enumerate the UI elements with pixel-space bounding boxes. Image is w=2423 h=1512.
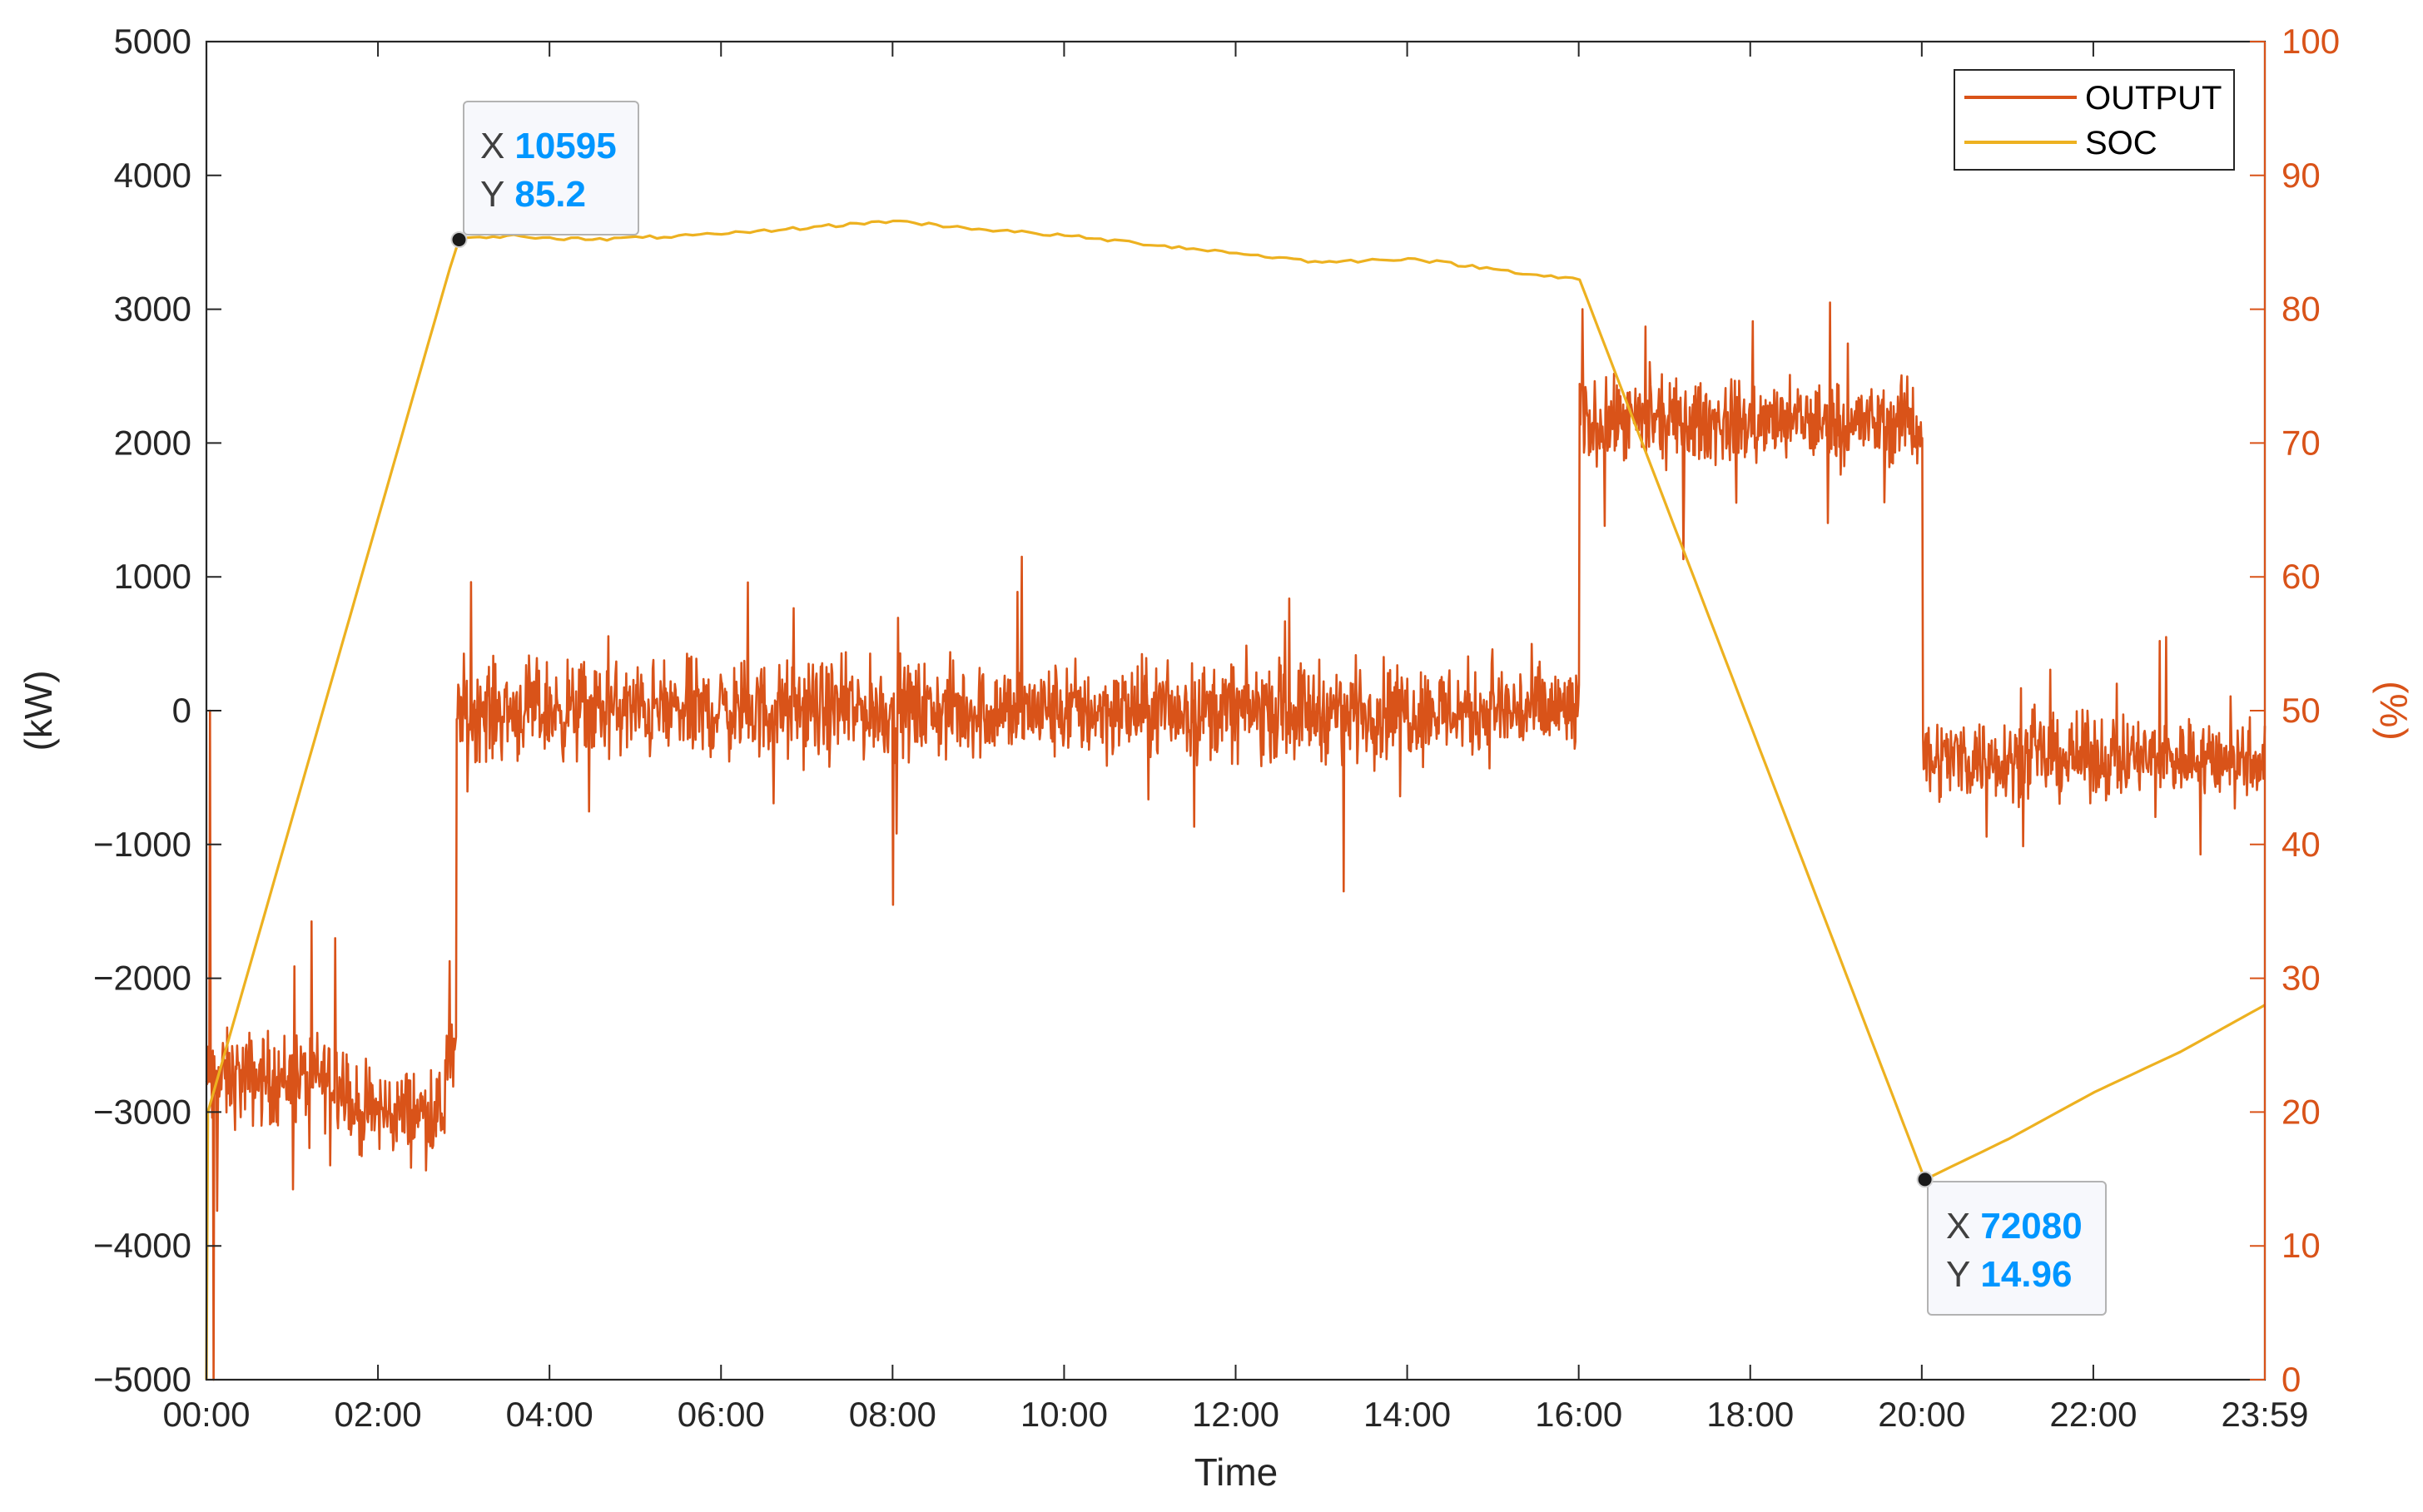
datatip-1-y-row: Y 85.2 — [480, 174, 586, 215]
x-tick-label: 18:00 — [1706, 1395, 1794, 1434]
left-y-tick-label: −1000 — [93, 825, 191, 864]
datatip-1[interactable]: X 10595 Y 85.2 — [450, 101, 639, 248]
right-y-tick-label: 50 — [2281, 691, 2321, 730]
left-y-tick-label: −3000 — [93, 1092, 191, 1131]
datatip-2-y-value: 14.96 — [1980, 1254, 2072, 1295]
datatip-2-x-row: X 72080 — [1946, 1206, 2083, 1247]
x-tick-label: 23:59 — [2221, 1395, 2308, 1434]
legend-soc-label: SOC — [2085, 125, 2157, 161]
left-y-tick-label: 1000 — [114, 557, 191, 596]
x-tick-label: 12:00 — [1192, 1395, 1279, 1434]
right-y-tick-label: 60 — [2281, 557, 2321, 596]
right-y-tick-label: 80 — [2281, 290, 2321, 329]
x-tick-label: 06:00 — [678, 1395, 765, 1434]
left-y-tick-label: 5000 — [114, 22, 191, 61]
x-axis-title: Time — [1194, 1450, 1279, 1494]
right-y-tick-label: 30 — [2281, 959, 2321, 998]
right-y-axis-title: (%) — [2372, 681, 2416, 741]
datatip-2[interactable]: X 72080 Y 14.96 — [1916, 1171, 2107, 1316]
datatip-2-y-row: Y 14.96 — [1946, 1254, 2072, 1295]
x-tick-label: 22:00 — [2049, 1395, 2137, 1434]
x-tick-label: 14:00 — [1363, 1395, 1451, 1434]
datatip-1-marker[interactable] — [450, 231, 468, 248]
left-y-axis-ticks: −5000 −4000 −3000 −2000 −1000 0 1000 2000 3000 40… — [93, 22, 221, 1399]
right-y-tick-label: 0 — [2281, 1360, 2301, 1399]
series-output — [205, 301, 2267, 1381]
left-y-tick-label: 2000 — [114, 423, 191, 462]
datatip-2-x-label: X — [1946, 1206, 1970, 1247]
left-y-tick-label: 0 — [172, 691, 191, 730]
x-tick-label: 00:00 — [162, 1395, 250, 1434]
datatip-1-x-label: X — [480, 126, 504, 166]
x-tick-label: 10:00 — [1020, 1395, 1108, 1434]
left-y-tick-label: 3000 — [114, 290, 191, 329]
right-y-tick-label: 90 — [2281, 156, 2321, 195]
datatip-1-x-value: 10595 — [514, 126, 616, 166]
legend: OUTPUT SOC — [1954, 69, 2235, 171]
right-y-tick-label: 100 — [2281, 22, 2340, 61]
x-axis-ticks: 00:00 02:00 04:00 06:00 08:00 10:00 12:00 14:00… — [162, 42, 2309, 1434]
left-y-axis-title: (kW) — [17, 670, 60, 751]
legend-output-label: OUTPUT — [2085, 80, 2222, 116]
datatip-2-x-value: 72080 — [1980, 1206, 2082, 1247]
right-y-tick-label: 70 — [2281, 423, 2321, 462]
right-y-tick-label: 40 — [2281, 825, 2321, 864]
left-y-tick-label: −4000 — [93, 1226, 191, 1265]
datatip-2-y-label: Y — [1946, 1254, 1970, 1295]
right-y-axis-ticks: 0 10 20 30 40 50 60 70 80 90 100 — [2250, 22, 2340, 1399]
legend-box — [1954, 69, 2235, 171]
left-y-tick-label: −2000 — [93, 959, 191, 998]
right-y-tick-label: 10 — [2281, 1226, 2321, 1265]
left-y-tick-label: 4000 — [114, 156, 191, 195]
left-y-tick-label: −5000 — [93, 1360, 191, 1399]
x-tick-label: 04:00 — [506, 1395, 593, 1434]
datatip-1-box — [463, 101, 639, 235]
output-series-line — [205, 301, 2267, 1381]
datatip-2-marker[interactable] — [1916, 1171, 1934, 1188]
datatip-1-y-value: 85.2 — [514, 174, 586, 215]
datatip-1-x-row: X 10595 — [480, 126, 617, 166]
right-y-tick-label: 20 — [2281, 1092, 2321, 1131]
x-tick-label: 08:00 — [849, 1395, 936, 1434]
x-tick-label: 20:00 — [1878, 1395, 1965, 1434]
datatip-1-y-label: Y — [480, 174, 504, 215]
x-tick-label: 16:00 — [1535, 1395, 1622, 1434]
datatip-2-box — [1927, 1181, 2107, 1316]
x-tick-label: 02:00 — [335, 1395, 422, 1434]
